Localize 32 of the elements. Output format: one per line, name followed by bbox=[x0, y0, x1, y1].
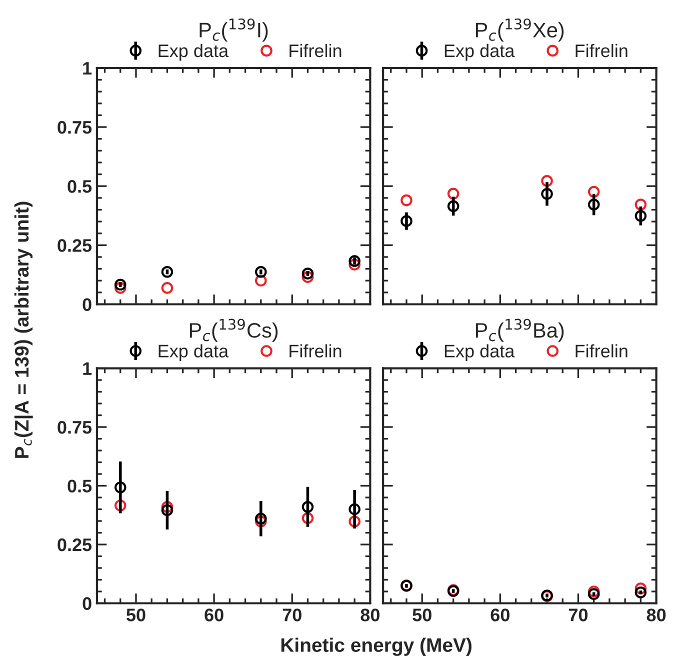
chart-title: P$_{c}$($^{139}$Xe) bbox=[476, 18, 564, 42]
y-axis-title: P$_{c}$(Z|A = 139) (arbitrary unit) bbox=[14, 202, 33, 458]
legend-label: Exp data bbox=[444, 44, 515, 61]
x-tick-label: 80 bbox=[646, 608, 666, 622]
legend-label: Exp data bbox=[158, 44, 229, 61]
y-tick-label: 0.25 bbox=[58, 239, 92, 252]
chart-title: P$_{c}$($^{139}$Cs) bbox=[190, 318, 278, 342]
x-axis-title: Kinetic energy (MeV) bbox=[281, 638, 472, 656]
x-tick-label: 50 bbox=[126, 608, 146, 622]
y-tick-label: 0.5 bbox=[68, 180, 92, 193]
legend-label: Fifrelin bbox=[290, 44, 342, 58]
y-tick-label: 1 bbox=[83, 62, 92, 75]
y-tick-label: 0.25 bbox=[58, 538, 92, 552]
y-tick-label: 0.5 bbox=[68, 480, 92, 492]
x-tick-label: 70 bbox=[568, 608, 588, 622]
chart-title: P$_{c}$($^{139}$I) bbox=[200, 18, 268, 42]
y-tick-label: 0.75 bbox=[58, 120, 92, 134]
legend-label: Exp data bbox=[444, 344, 515, 362]
x-tick-label: 70 bbox=[282, 608, 302, 622]
x-tick-label: 60 bbox=[204, 608, 224, 622]
y-tick-label: 0 bbox=[82, 597, 92, 610]
legend-label: Fifrelin bbox=[576, 44, 628, 58]
chart-title: P$_{c}$($^{139}$Ba) bbox=[476, 318, 564, 342]
y-tick-label: 0 bbox=[82, 298, 92, 311]
y-tick-label: 0.75 bbox=[58, 420, 92, 434]
x-tick-label: 60 bbox=[490, 608, 510, 622]
legend-label: Exp data bbox=[158, 344, 229, 362]
legend-label: Fifrelin bbox=[576, 344, 628, 358]
x-tick-label: 80 bbox=[360, 608, 380, 622]
x-tick-label: 50 bbox=[412, 608, 432, 622]
y-tick-label: 1 bbox=[83, 362, 92, 375]
legend-label: Fifrelin bbox=[290, 344, 342, 358]
